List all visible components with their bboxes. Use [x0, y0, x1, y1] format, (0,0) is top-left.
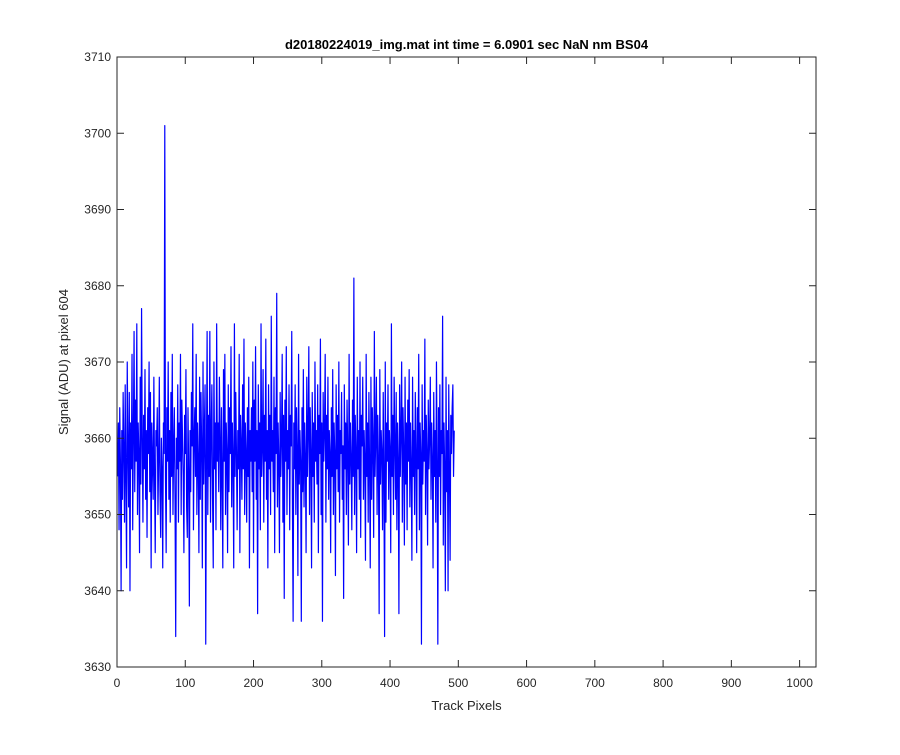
- y-tick-label: 3630: [84, 660, 111, 674]
- chart-title: d20180224019_img.mat int time = 6.0901 s…: [285, 37, 649, 52]
- y-tick-label: 3680: [84, 279, 111, 293]
- y-axis-label: Signal (ADU) at pixel 604: [56, 289, 71, 435]
- axes-layer: 0 100 200 300 400 500 600 700 800 900 1000 3630 3640…: [84, 50, 817, 690]
- x-tick-label: 300: [312, 676, 332, 690]
- x-tick-label: 1000: [786, 676, 813, 690]
- plot-background: [117, 57, 816, 667]
- x-tick-label: 100: [175, 676, 195, 690]
- series-line-0: [117, 125, 455, 645]
- y-tick-label: 3690: [84, 203, 111, 217]
- y-tick-label: 3710: [84, 50, 111, 64]
- x-tick-label: 700: [585, 676, 605, 690]
- series-layer: [117, 125, 455, 645]
- x-tick-label: 400: [380, 676, 400, 690]
- y-tick-label: 3640: [84, 584, 111, 598]
- y-tick-label: 3670: [84, 355, 111, 369]
- x-axis-label: Track Pixels: [431, 698, 502, 713]
- x-tick-label: 200: [244, 676, 264, 690]
- x-tick-label: 600: [517, 676, 537, 690]
- y-tick-label: 3650: [84, 508, 111, 522]
- x-tick-label: 500: [448, 676, 468, 690]
- x-tick-label: 0: [114, 676, 121, 690]
- x-tick-label: 800: [653, 676, 673, 690]
- y-tick-label: 3660: [84, 431, 111, 445]
- x-tick-label: 900: [721, 676, 741, 690]
- y-tick-label: 3700: [84, 126, 111, 140]
